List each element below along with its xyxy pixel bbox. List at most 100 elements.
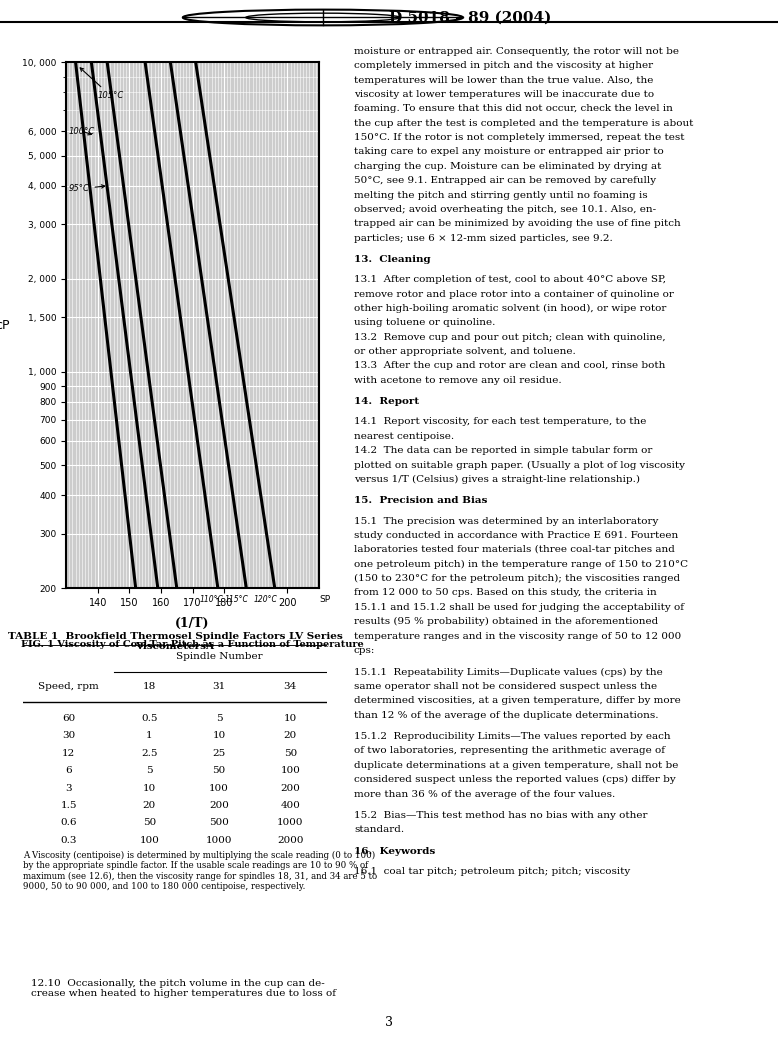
Text: 0.5: 0.5 [141,714,157,723]
Text: 12: 12 [62,748,75,758]
Text: 13.3  After the cup and rotor are clean and cool, rinse both: 13.3 After the cup and rotor are clean a… [354,361,665,371]
Text: particles; use 6 × 12-mm sized particles, see 9.2.: particles; use 6 × 12-mm sized particles… [354,233,613,243]
Text: 10: 10 [284,714,297,723]
Text: duplicate determinations at a given temperature, shall not be: duplicate determinations at a given temp… [354,761,678,770]
Text: same operator shall not be considered suspect unless the: same operator shall not be considered su… [354,682,657,691]
Text: 10: 10 [212,732,226,740]
Text: 200: 200 [209,801,229,810]
Text: 13.  Cleaning: 13. Cleaning [354,255,430,264]
Text: 15.2  Bias—This test method has no bias with any other: 15.2 Bias—This test method has no bias w… [354,811,647,820]
Text: melting the pitch and stirring gently until no foaming is: melting the pitch and stirring gently un… [354,191,647,200]
Text: 110°C: 110°C [200,595,223,604]
Text: 15.1.1  Repeatability Limits—Duplicate values (cps) by the: 15.1.1 Repeatability Limits—Duplicate va… [354,667,663,677]
Text: 10: 10 [142,784,156,792]
Text: cP: cP [0,319,10,332]
Text: 50: 50 [142,818,156,828]
Text: 5: 5 [146,766,152,776]
Text: trapped air can be minimized by avoiding the use of fine pitch: trapped air can be minimized by avoiding… [354,220,681,228]
Text: 14.1  Report viscosity, for each test temperature, to the: 14.1 Report viscosity, for each test tem… [354,417,647,427]
Text: 3: 3 [385,1016,393,1029]
Text: with acetone to remove any oil residue.: with acetone to remove any oil residue. [354,376,562,385]
Text: of two laboratories, representing the arithmetic average of: of two laboratories, representing the ar… [354,746,665,756]
Text: 100: 100 [209,784,229,792]
Text: 14.  Report: 14. Report [354,398,419,406]
Text: charging the cup. Moisture can be eliminated by drying at: charging the cup. Moisture can be elimin… [354,161,661,171]
Text: 18: 18 [142,682,156,691]
Text: from 12 000 to 50 cps. Based on this study, the criteria in: from 12 000 to 50 cps. Based on this stu… [354,588,657,598]
Text: 15.1.1 and 15.1.2 shall be used for judging the acceptability of: 15.1.1 and 15.1.2 shall be used for judg… [354,603,684,612]
Text: 15.1.2  Reproducibility Limits—The values reported by each: 15.1.2 Reproducibility Limits—The values… [354,732,671,741]
Text: using toluene or quinoline.: using toluene or quinoline. [354,319,496,327]
Text: 3: 3 [65,784,72,792]
Text: than 12 % of the average of the duplicate determinations.: than 12 % of the average of the duplicat… [354,711,658,719]
Text: nearest centipoise.: nearest centipoise. [354,432,454,440]
Text: or other appropriate solvent, and toluene.: or other appropriate solvent, and toluen… [354,347,576,356]
Text: 15.  Precision and Bias: 15. Precision and Bias [354,497,487,506]
Text: 500: 500 [209,818,229,828]
Text: cps:: cps: [354,645,375,655]
Text: 95°C: 95°C [68,184,105,194]
Text: 100°C: 100°C [68,127,95,135]
Text: foaming. To ensure that this did not occur, check the level in: foaming. To ensure that this did not occ… [354,104,673,113]
Text: 13.1  After completion of test, cool to about 40°C above SP,: 13.1 After completion of test, cool to a… [354,275,666,284]
Text: temperature ranges and in the viscosity range of 50 to 12 000: temperature ranges and in the viscosity … [354,632,682,640]
Text: 0.6: 0.6 [61,818,77,828]
Text: 100: 100 [280,766,300,776]
Text: temperatures will be lower than the true value. Also, the: temperatures will be lower than the true… [354,76,654,84]
Text: the cup after the test is completed and the temperature is about: the cup after the test is completed and … [354,119,693,128]
Text: 31: 31 [212,682,226,691]
Text: 2.5: 2.5 [141,748,157,758]
Text: 15.1  The precision was determined by an interlaboratory: 15.1 The precision was determined by an … [354,516,658,526]
Text: 50: 50 [284,748,297,758]
Text: taking care to expel any moisture or entrapped air prior to: taking care to expel any moisture or ent… [354,148,664,156]
Text: 60: 60 [62,714,75,723]
Text: TABLE 1  Brookfield Thermosel Spindle Factors LV Series
ViscometersA: TABLE 1 Brookfield Thermosel Spindle Fac… [8,632,342,652]
Text: A Viscosity (centipoise) is determined by multiplying the scale reading (0 to 10: A Viscosity (centipoise) is determined b… [23,850,377,891]
Text: determined viscosities, at a given temperature, differ by more: determined viscosities, at a given tempe… [354,696,681,705]
Text: results (95 % probability) obtained in the aforementioned: results (95 % probability) obtained in t… [354,617,658,627]
Text: 200: 200 [280,784,300,792]
Text: 20: 20 [284,732,297,740]
Text: 115°C: 115°C [225,595,249,604]
Text: one petroleum pitch) in the temperature range of 150 to 210°C: one petroleum pitch) in the temperature … [354,560,688,568]
Text: 34: 34 [284,682,297,691]
Text: versus 1/T (Celsius) gives a straight-line relationship.): versus 1/T (Celsius) gives a straight-li… [354,475,640,484]
Text: 13.2  Remove cup and pour out pitch; clean with quinoline,: 13.2 Remove cup and pour out pitch; clea… [354,333,666,341]
Text: 25: 25 [212,748,226,758]
Text: 105°C: 105°C [80,68,124,100]
Text: completely immersed in pitch and the viscosity at higher: completely immersed in pitch and the vis… [354,61,653,70]
Text: D 5018 – 89 (2004): D 5018 – 89 (2004) [389,10,552,25]
Text: observed; avoid overheating the pitch, see 10.1. Also, en-: observed; avoid overheating the pitch, s… [354,205,656,213]
Text: 100: 100 [139,836,159,845]
Text: 1: 1 [146,732,152,740]
Text: 120°C: 120°C [254,595,277,604]
Text: 1000: 1000 [206,836,233,845]
Text: viscosity at lower temperatures will be inaccurate due to: viscosity at lower temperatures will be … [354,90,654,99]
Text: study conducted in accordance with Practice E 691. Fourteen: study conducted in accordance with Pract… [354,531,678,540]
Text: 0.3: 0.3 [61,836,77,845]
Text: 16.1  coal tar pitch; petroleum pitch; pitch; viscosity: 16.1 coal tar pitch; petroleum pitch; pi… [354,867,630,877]
Text: 6: 6 [65,766,72,776]
Text: 30: 30 [62,732,75,740]
Text: 150°C. If the rotor is not completely immersed, repeat the test: 150°C. If the rotor is not completely im… [354,133,685,142]
Text: 1.5: 1.5 [61,801,77,810]
Text: 14.2  The data can be reported in simple tabular form or: 14.2 The data can be reported in simple … [354,447,653,455]
Text: 1000: 1000 [277,818,303,828]
Text: considered suspect unless the reported values (cps) differ by: considered suspect unless the reported v… [354,776,676,784]
Text: plotted on suitable graph paper. (Usually a plot of log viscosity: plotted on suitable graph paper. (Usuall… [354,460,685,469]
Text: 16.  Keywords: 16. Keywords [354,847,435,856]
Text: 400: 400 [280,801,300,810]
Text: (1/T): (1/T) [175,617,210,630]
Text: 50°C, see 9.1. Entrapped air can be removed by carefully: 50°C, see 9.1. Entrapped air can be remo… [354,176,656,185]
Text: 12.10  Occasionally, the pitch volume in the cup can de-
crease when heated to h: 12.10 Occasionally, the pitch volume in … [31,979,336,998]
Text: Spindle Number: Spindle Number [177,652,263,660]
Text: 2000: 2000 [277,836,303,845]
Text: (150 to 230°C for the petroleum pitch); the viscosities ranged: (150 to 230°C for the petroleum pitch); … [354,574,680,583]
Text: more than 36 % of the average of the four values.: more than 36 % of the average of the fou… [354,789,615,798]
Text: 50: 50 [212,766,226,776]
Text: FIG. 1 Viscosity of Coal-Tar Pitch as a Function of Temperature: FIG. 1 Viscosity of Coal-Tar Pitch as a … [21,640,364,650]
Text: standard.: standard. [354,826,404,835]
Text: 5: 5 [216,714,223,723]
Text: other high-boiling aromatic solvent (in hood), or wipe rotor: other high-boiling aromatic solvent (in … [354,304,667,313]
Text: 20: 20 [142,801,156,810]
